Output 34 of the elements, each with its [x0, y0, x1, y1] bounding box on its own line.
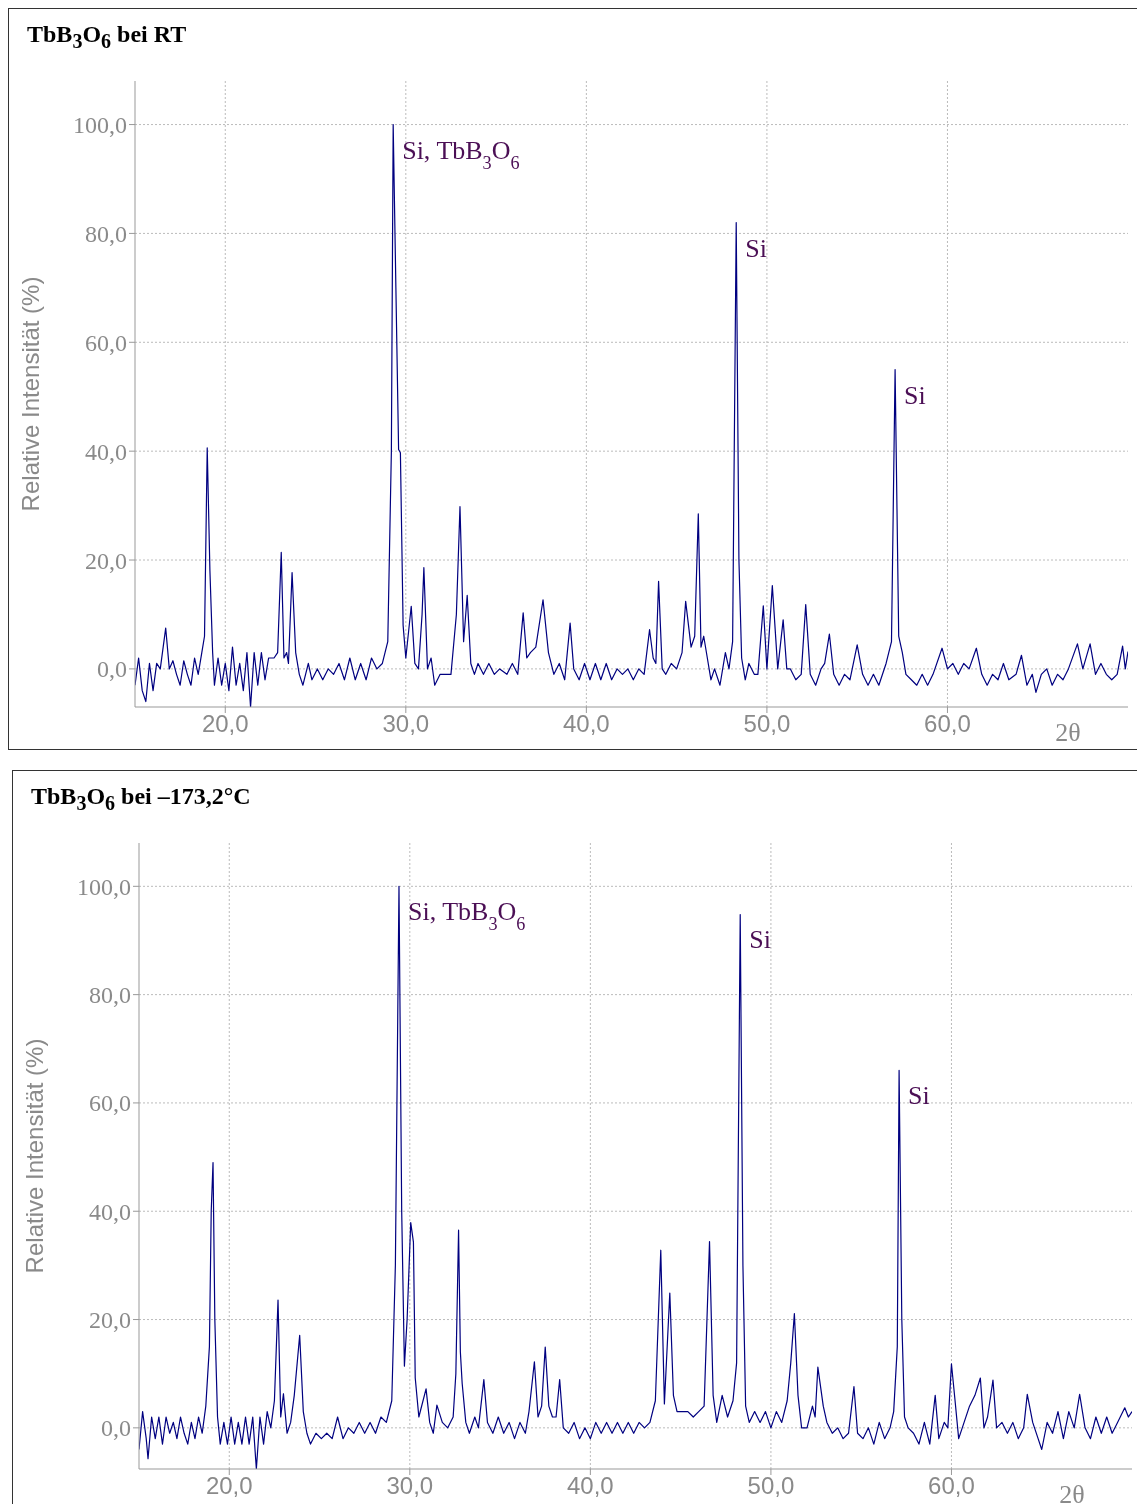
x-tick-label: 60,0	[924, 710, 971, 738]
y-tick-label: 100,0	[77, 873, 131, 900]
x-tick-label: 20,0	[205, 1472, 253, 1500]
y-tick-label: 60,0	[89, 1090, 131, 1117]
annotation: Si	[904, 380, 926, 410]
x-tick-label: 60,0	[928, 1472, 975, 1500]
y-tick-label: 60,0	[85, 329, 127, 356]
y-tick-label: 80,0	[85, 220, 127, 247]
annotation: Si	[908, 1081, 930, 1111]
annotation: Si, TbB$_{3}$O$_{6}$	[407, 897, 526, 935]
x-tick-label: 30,0	[386, 1472, 434, 1500]
y-tick-label: 0,0	[101, 1415, 131, 1442]
x-axis-title: 2θ	[1055, 718, 1081, 747]
x-tick-label: 40,0	[567, 1472, 614, 1500]
y-tick-label: 40,0	[89, 1198, 131, 1225]
chart-title: TbB$_{3}$O$_{6}$ bei –173,2°C	[31, 783, 251, 815]
x-axis-title: 2θ	[1059, 1480, 1085, 1504]
x-tick-label: 50,0	[743, 710, 791, 738]
annotation: Si	[745, 233, 767, 263]
x-tick-label: 30,0	[382, 710, 430, 738]
x-tick-label: 40,0	[563, 710, 610, 738]
chart-title: TbB$_{3}$O$_{6}$ bei RT	[27, 21, 187, 53]
y-axis-title: Relative Intensität (%)	[21, 1038, 48, 1274]
x-tick-label: 50,0	[747, 1472, 795, 1500]
y-tick-label: 80,0	[89, 982, 131, 1009]
y-tick-label: 40,0	[85, 438, 127, 465]
x-tick-label: 20,0	[201, 710, 249, 738]
annotation: Si, TbB$_{3}$O$_{6}$	[402, 135, 520, 173]
y-axis-title: Relative Intensität (%)	[17, 276, 44, 512]
y-tick-label: 20,0	[89, 1307, 131, 1334]
y-tick-label: 20,0	[85, 547, 127, 574]
y-tick-label: 0,0	[97, 656, 127, 683]
annotation: Si	[749, 925, 771, 955]
y-tick-label: 100,0	[73, 112, 127, 139]
